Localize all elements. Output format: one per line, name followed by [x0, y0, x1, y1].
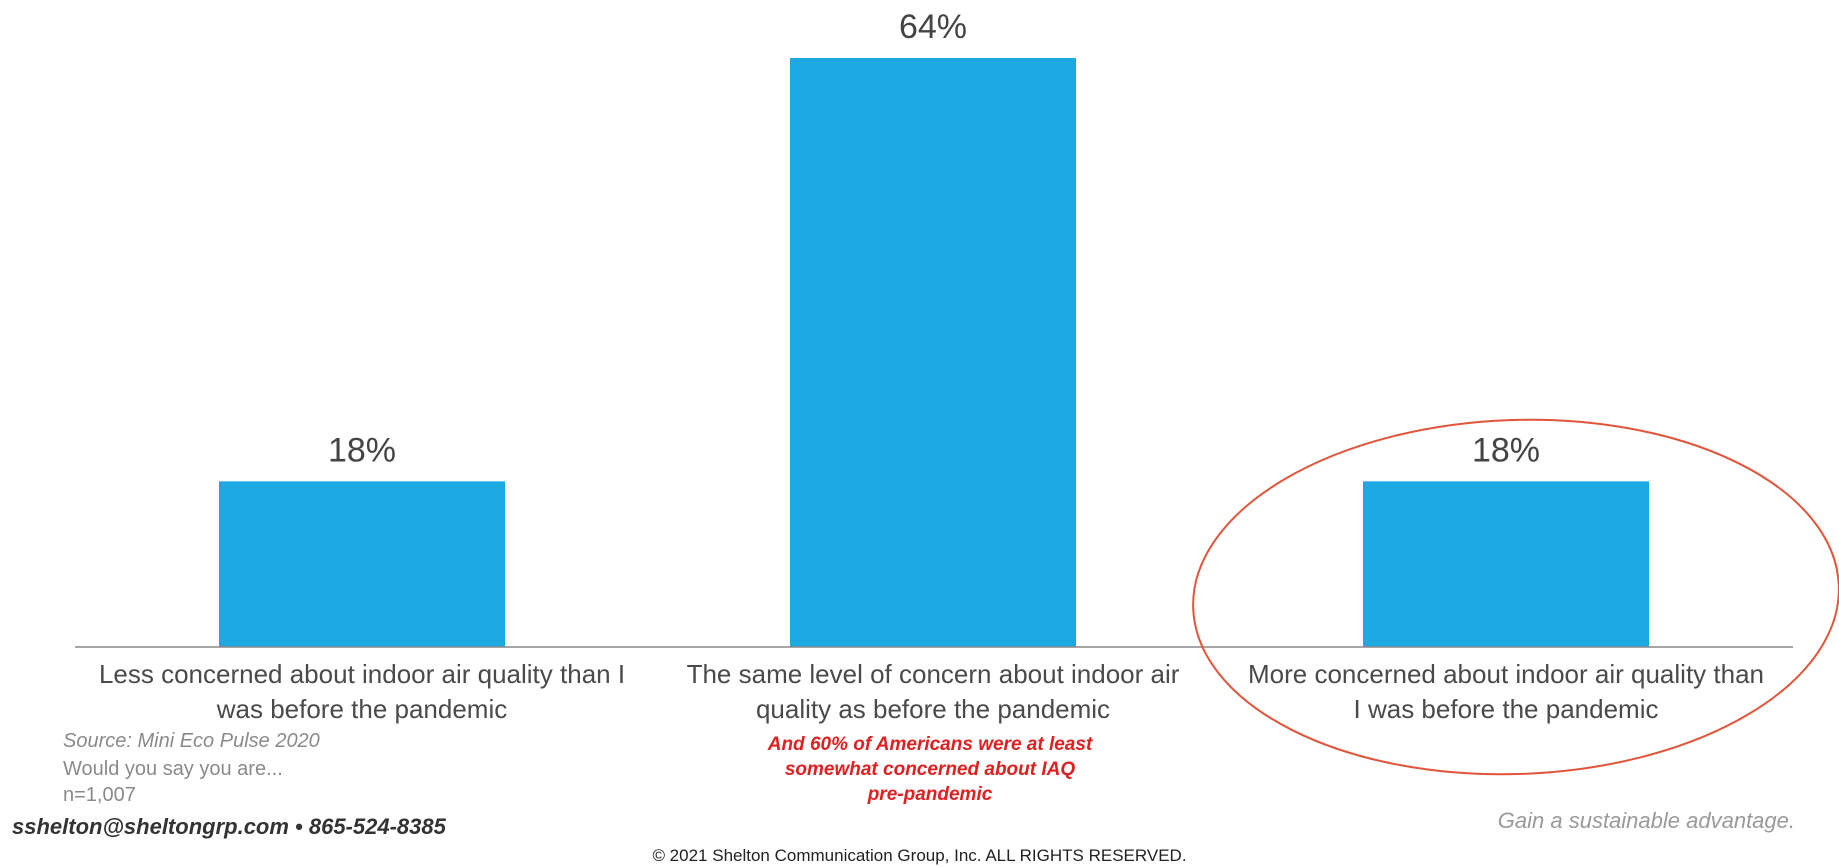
survey-question: Would you say you are...: [63, 758, 283, 780]
bar-more-concerned: [1363, 481, 1649, 647]
copyright-notice: © 2021 Shelton Communication Group, Inc.…: [652, 846, 1187, 865]
tagline: Gain a sustainable advantage.: [1497, 808, 1795, 833]
category-label-same-concern: The same level of concern about indoor a…: [686, 659, 1180, 724]
source-note: Source: Mini Eco Pulse 2020: [63, 730, 320, 752]
value-label-more-concerned: 18%: [1472, 431, 1540, 469]
iaq-annotation: And 60% of Americans were at least somew…: [767, 734, 1093, 805]
value-label-less-concerned: 18%: [328, 431, 396, 469]
contact-info: sshelton@sheltongrp.com • 865-524-8385: [12, 814, 446, 839]
category-label-less-concerned: Less concerned about indoor air quality …: [98, 659, 626, 724]
category-label-more-concerned: More concerned about indoor air quality …: [1248, 659, 1764, 724]
bar-same-concern: [790, 58, 1076, 647]
bar-less-concerned: [219, 481, 505, 647]
sample-size: n=1,007: [63, 784, 136, 806]
value-label-same-concern: 64%: [899, 8, 967, 46]
